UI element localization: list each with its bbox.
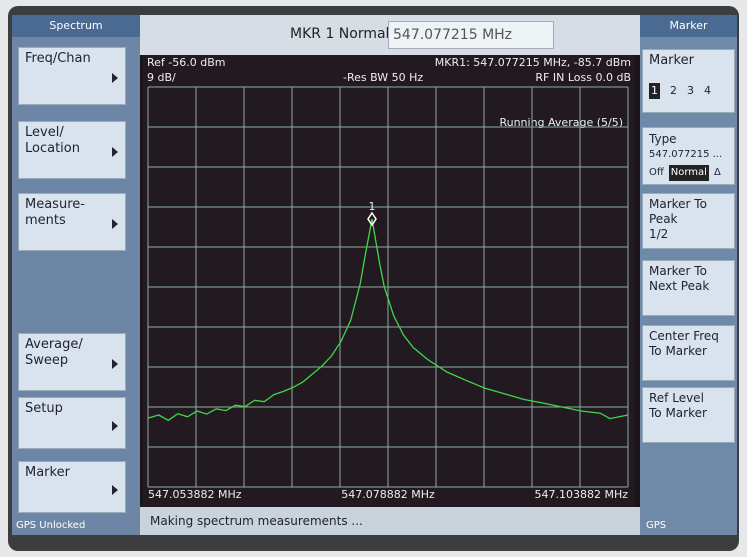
x-label: 547.103882 MHz [534, 488, 628, 501]
panel-title: Marker [640, 15, 737, 37]
button-text: To Marker [649, 344, 728, 359]
left-panel: Spectrum Freq/Chan Level/Location Measure-… [12, 15, 140, 535]
button-text: Marker [25, 465, 119, 481]
menu-button[interactable]: Marker [18, 461, 126, 513]
marker-button: Marker [649, 53, 728, 69]
button-text: Average/ [25, 337, 119, 353]
button-text: 1/2 [649, 227, 728, 242]
button-text: Location [25, 141, 119, 157]
menu-button[interactable]: Average/Sweep [18, 333, 126, 391]
button-text: Level/ [25, 125, 119, 141]
x-label: 547.053882 MHz [148, 488, 242, 501]
type-label: Type [649, 131, 728, 147]
marker-label: MKR 1 Normal [290, 26, 389, 42]
button-text: ments [25, 213, 119, 229]
button-text: Setup [25, 401, 119, 417]
type-button[interactable]: Type 547.077215 ... Off Normal Δ [642, 127, 735, 185]
button-text: Center Freq [649, 329, 728, 344]
marker-number[interactable]: 2 [670, 83, 677, 99]
marker-number[interactable]: 4 [704, 83, 711, 99]
marker-number[interactable]: 3 [687, 83, 694, 99]
type-option[interactable]: Off [649, 165, 664, 181]
button-text: Ref Level [649, 391, 728, 406]
menu-button[interactable]: Setup [18, 397, 126, 449]
button-text: To Marker [649, 406, 728, 421]
gps-status: GPS Unlocked [16, 520, 85, 531]
ref-level: Ref -56.0 dBm [147, 56, 226, 69]
type-value: 547.077215 ... [649, 147, 728, 163]
rf-loss: RF IN Loss 0.0 dB [535, 71, 631, 84]
menu-button[interactable]: Measure-ments [18, 193, 126, 251]
x-label: 547.078882 MHz [341, 488, 435, 501]
marker-readout: MKR1: 547.077215 MHz, -85.7 dBm [435, 56, 631, 69]
rbw: -Res BW 50 Hz [343, 71, 423, 84]
gps-status: GPS [646, 520, 666, 531]
header: MKR 1 Normal 547.077215 MHz [140, 15, 640, 55]
button-text: Next Peak [649, 279, 728, 294]
page: Spectrum Freq/Chan Level/Location Measure-… [0, 0, 747, 557]
menu-button[interactable]: Level/Location [18, 121, 126, 179]
status-bar: Making spectrum measurements ... [140, 507, 640, 535]
spectrum-plot: Ref -56.0 dBm 9 dB/ -Res BW 50 Hz MKR1: … [143, 55, 635, 507]
type-option[interactable]: Δ [714, 165, 721, 181]
button-text: Freq/Chan [25, 51, 119, 67]
type-option[interactable]: Normal [669, 165, 709, 181]
marker-value[interactable]: 547.077215 MHz [388, 21, 554, 49]
panel-title: Spectrum [12, 15, 140, 37]
marker-tag: 1 [368, 200, 375, 213]
scale: 9 dB/ [147, 71, 176, 84]
button-text: Marker To [649, 264, 728, 279]
button-text: Peak [649, 212, 728, 227]
button-text: Measure- [25, 197, 119, 213]
marker-number[interactable]: 1 [649, 83, 660, 99]
menu-button[interactable]: Freq/Chan [18, 47, 126, 105]
button-text: Marker To [649, 197, 728, 212]
button-text: Sweep [25, 353, 119, 369]
